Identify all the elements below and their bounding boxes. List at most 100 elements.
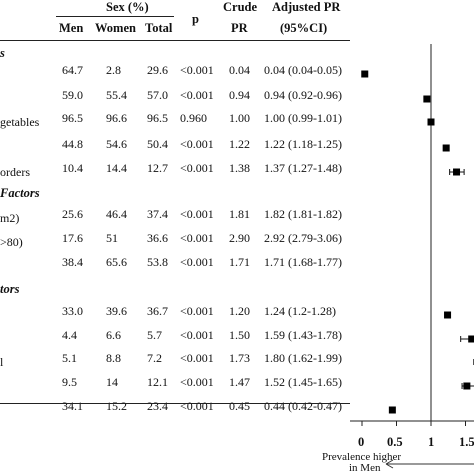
cell-p: <0.001 — [180, 137, 214, 151]
point-estimate — [453, 168, 461, 176]
cell-men: 59.0 — [62, 88, 83, 102]
cell-total: 5.7 — [147, 328, 162, 342]
cell-total: 53.8 — [147, 255, 168, 269]
cell-adjusted: 1.71 (1.68-1.77) — [264, 255, 342, 269]
cell-total: 12.7 — [147, 161, 168, 175]
annotation-arrowhead — [385, 459, 394, 469]
cell-adjusted: 1.82 (1.81-1.82) — [264, 207, 342, 221]
cell-total: 7.2 — [147, 351, 162, 365]
section-label: Factors — [0, 186, 40, 200]
cell-men: 25.6 — [62, 207, 83, 221]
cell-total: 37.4 — [147, 207, 168, 221]
cell-crude: 0.45 — [229, 399, 250, 413]
header-bottom-rule — [0, 40, 350, 41]
cell-women: 2.8 — [106, 63, 121, 77]
header-adjusted-line1: Adjusted PR — [272, 0, 341, 14]
row-label: orders — [0, 165, 30, 179]
cell-crude: 1.47 — [229, 375, 250, 389]
point-estimate — [463, 382, 471, 390]
cell-women: 65.6 — [106, 255, 127, 269]
cell-total: 57.0 — [147, 88, 168, 102]
point-estimate — [423, 95, 431, 103]
cell-women: 51 — [106, 231, 118, 245]
cell-men: 17.6 — [62, 231, 83, 245]
point-estimate — [388, 406, 396, 414]
cell-men: 38.4 — [62, 255, 83, 269]
x-tick-label: 1 — [428, 435, 435, 449]
cell-p: <0.001 — [180, 304, 214, 318]
cell-women: 55.4 — [106, 88, 127, 102]
cell-women: 8.8 — [106, 351, 121, 365]
cell-total: 36.6 — [147, 231, 168, 245]
header-sex-group: Sex (%) — [106, 0, 149, 14]
cell-adjusted: 0.44 (0.42-0.47) — [264, 399, 342, 413]
annotation-left-line1: Prevalence higher — [322, 451, 402, 463]
cell-adjusted: 0.94 (0.92-0.96) — [264, 88, 342, 102]
cell-men: 33.0 — [62, 304, 83, 318]
cell-total: 50.4 — [147, 137, 168, 151]
cell-women: 14 — [106, 375, 118, 389]
table-bottom-rule — [0, 403, 350, 404]
section-label: s — [0, 46, 5, 60]
cell-crude: 0.04 — [229, 63, 250, 77]
cell-adjusted: 1.00 (0.99-1.01) — [264, 111, 342, 125]
cell-adjusted: 1.37 (1.27-1.48) — [264, 161, 342, 175]
cell-adjusted: 2.92 (2.79-3.06) — [264, 231, 342, 245]
cell-crude: 1.22 — [229, 137, 250, 151]
cell-adjusted: 1.22 (1.18-1.25) — [264, 137, 342, 151]
cell-men: 34.1 — [62, 399, 83, 413]
row-label: getables — [0, 115, 40, 129]
cell-p: 0.960 — [180, 111, 207, 125]
cell-women: 15.2 — [106, 399, 127, 413]
cell-men: 10.4 — [62, 161, 83, 175]
cell-total: 23.4 — [147, 399, 168, 413]
header-adjusted-line2: (95%CI) — [280, 21, 328, 35]
cell-men: 4.4 — [62, 328, 77, 342]
cell-p: <0.001 — [180, 88, 214, 102]
row-label: l — [0, 355, 4, 369]
section-label: tors — [0, 282, 20, 296]
point-estimate — [427, 118, 435, 126]
cell-total: 96.5 — [147, 111, 168, 125]
cell-women: 54.6 — [106, 137, 127, 151]
cell-women: 39.6 — [106, 304, 127, 318]
cell-adjusted: 1.59 (1.43-1.78) — [264, 328, 342, 342]
cell-women: 14.4 — [106, 161, 127, 175]
row-label: m2) — [0, 211, 20, 225]
cell-crude: 2.90 — [229, 231, 250, 245]
cell-total: 36.7 — [147, 304, 168, 318]
cell-p: <0.001 — [180, 328, 214, 342]
annotation-left-line2: in Men — [349, 462, 381, 474]
cell-p: <0.001 — [180, 375, 214, 389]
x-tick-label: 1.5 — [459, 435, 474, 449]
cell-crude: 0.94 — [229, 88, 250, 102]
cell-adjusted: 1.52 (1.45-1.65) — [264, 375, 342, 389]
x-tick-label: 0.5 — [387, 435, 403, 449]
cell-crude: 1.38 — [229, 161, 250, 175]
cell-men: 9.5 — [62, 375, 77, 389]
point-estimate — [444, 311, 452, 319]
cell-total: 12.1 — [147, 375, 168, 389]
cell-crude: 1.20 — [229, 304, 250, 318]
cell-p: <0.001 — [180, 231, 214, 245]
cell-men: 44.8 — [62, 137, 83, 151]
x-tick-label: 0 — [358, 435, 365, 449]
cell-total: 29.6 — [147, 63, 168, 77]
cell-crude: 1.50 — [229, 328, 250, 342]
cell-crude: 1.00 — [229, 111, 250, 125]
header-crude-line1: Crude — [223, 0, 258, 14]
point-estimate — [468, 335, 474, 343]
cell-crude: 1.73 — [229, 351, 250, 365]
cell-crude: 1.81 — [229, 207, 250, 221]
cell-adjusted: 1.80 (1.62-1.99) — [264, 351, 342, 365]
cell-p: <0.001 — [180, 207, 214, 221]
header-men: Men — [59, 21, 84, 35]
cell-p: <0.001 — [180, 351, 214, 365]
cell-crude: 1.71 — [229, 255, 250, 269]
cell-women: 46.4 — [106, 207, 127, 221]
header-sex-underline — [56, 16, 174, 17]
cell-women: 96.6 — [106, 111, 127, 125]
row-label: >80) — [0, 235, 23, 249]
header-p: p — [192, 12, 199, 26]
